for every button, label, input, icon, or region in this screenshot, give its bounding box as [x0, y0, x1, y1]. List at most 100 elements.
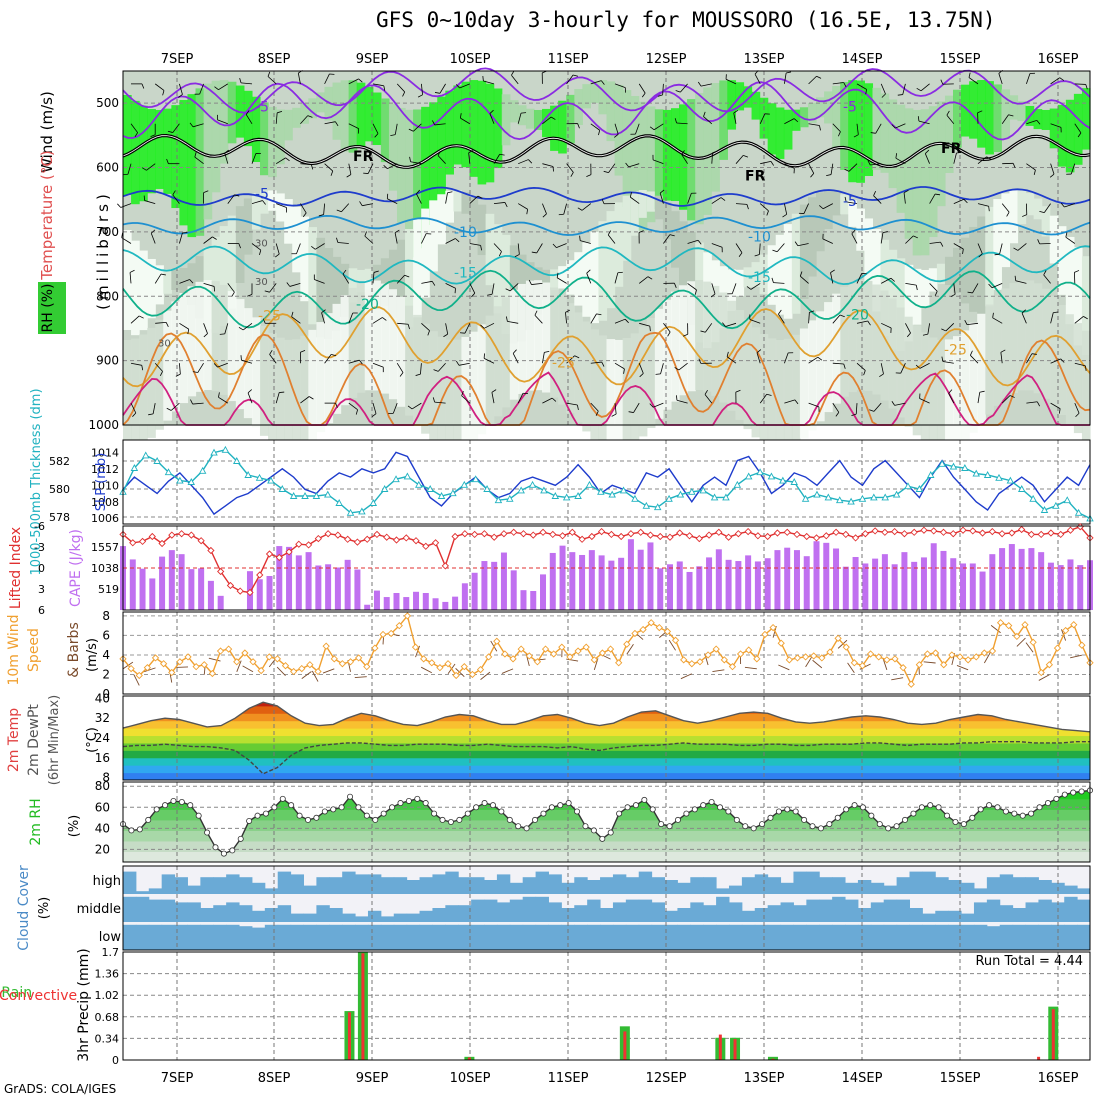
wind-barb — [517, 393, 524, 404]
rh-strip — [880, 93, 890, 173]
wind-speed-point — [1045, 661, 1054, 669]
rh-point — [456, 816, 463, 823]
cloud-bar-low — [896, 924, 910, 950]
wind-barb — [743, 155, 749, 158]
panel-frame — [122, 865, 1091, 951]
wind-speed-point — [1021, 621, 1029, 629]
day-label-bottom: 14SEP — [842, 1071, 883, 1086]
wind-barb — [242, 322, 253, 331]
wind-barb — [1026, 119, 1037, 125]
wind-barb — [880, 232, 884, 244]
rh-strip — [308, 227, 317, 325]
wind-barb — [154, 273, 162, 284]
wind-barb — [900, 363, 906, 374]
wind-speed-point — [712, 645, 720, 653]
wind-barb — [778, 664, 790, 671]
rh-strip — [517, 105, 527, 126]
cloud-bar-high — [896, 877, 910, 894]
wind-speed-line — [122, 614, 1091, 686]
lifted-index-point — [490, 533, 498, 541]
rh-strip — [509, 289, 519, 400]
rh-strip — [880, 290, 890, 401]
rh-strip — [654, 195, 664, 220]
slp-tick: 1008 — [91, 496, 119, 509]
cape-bar — [198, 568, 205, 610]
pressure-tick: 1000 — [88, 418, 119, 432]
cape-bar — [1008, 544, 1015, 610]
cloud-bar-high — [316, 877, 330, 894]
wind-barb — [851, 233, 858, 244]
rh-point — [843, 806, 850, 813]
lifted-index-tick: -6 — [34, 520, 45, 533]
wind-barb — [735, 203, 748, 205]
wind-barb — [471, 292, 476, 298]
wind-barb — [873, 190, 877, 196]
rh-point — [666, 823, 673, 830]
wind-barb — [674, 367, 680, 371]
cloud-bar-low — [651, 924, 666, 950]
wind-barb — [574, 355, 580, 359]
cloud-bar-high — [329, 877, 343, 894]
wind-barb — [269, 349, 273, 355]
cloud-bar-high — [986, 877, 1001, 894]
wind-barb — [217, 119, 228, 125]
wind-speed-point — [436, 664, 444, 672]
lifted-index-point — [851, 534, 860, 542]
wind-barb — [700, 330, 706, 333]
wind-barb — [275, 253, 280, 258]
wind-barb — [469, 283, 476, 294]
lifted-index-point — [988, 527, 996, 536]
wind-barb — [1036, 120, 1041, 125]
cloud-bar-low — [367, 924, 382, 950]
cloud-bar-high — [277, 871, 292, 894]
wind-barb — [668, 639, 676, 651]
thickness-point — [676, 490, 685, 498]
lifted-index-point — [1047, 529, 1055, 537]
wind-barb — [1077, 132, 1082, 138]
wind-barb — [291, 311, 294, 317]
wind-barb — [676, 122, 688, 125]
wind-speed-point — [371, 644, 379, 652]
wind-barb — [1050, 77, 1060, 85]
cape-bar — [276, 546, 283, 610]
wind-barb — [653, 123, 664, 131]
wind-speed-point — [801, 653, 810, 661]
wind-tick: 2 — [102, 667, 110, 681]
wind-barb — [1012, 163, 1016, 169]
y-axis-label-cloud: Cloud Cover — [16, 865, 32, 951]
wind-barb — [491, 283, 495, 295]
cloud-bar-low — [600, 924, 614, 950]
wind-barb — [517, 113, 522, 124]
temperature-band — [123, 757, 1090, 766]
cloud-bar-low — [703, 924, 717, 950]
wind-barb — [1026, 163, 1036, 171]
wind-barb — [879, 373, 884, 378]
lifted-index-point — [764, 532, 772, 541]
rh-point — [1053, 795, 1060, 802]
rh-strip — [421, 323, 430, 434]
cape-bar — [618, 557, 625, 610]
wind-barb — [1031, 353, 1037, 355]
slp-tick: 1006 — [91, 512, 119, 525]
wind-barb — [404, 274, 410, 278]
wind-barb — [579, 235, 581, 241]
thickness-point — [597, 487, 605, 495]
wind-barb — [870, 163, 882, 166]
wind-barb — [321, 312, 325, 324]
wind-barb — [323, 203, 325, 215]
wind-barb — [799, 271, 803, 277]
cloud-bar-middle — [677, 908, 691, 922]
rh-strip — [1001, 193, 1011, 268]
wind-speed-point — [769, 623, 777, 632]
cape-bar — [295, 555, 302, 610]
rh-strip — [501, 297, 511, 408]
lifted-index-point — [685, 532, 694, 540]
rh-point — [893, 823, 900, 830]
cloud-bar-high — [393, 877, 408, 894]
wind-speed-point — [1078, 641, 1086, 649]
wind-barb — [480, 671, 491, 680]
rh-point — [355, 804, 362, 811]
wind-barb — [300, 115, 309, 125]
wind-barb — [1036, 401, 1041, 407]
wind-speed-point — [720, 656, 728, 664]
